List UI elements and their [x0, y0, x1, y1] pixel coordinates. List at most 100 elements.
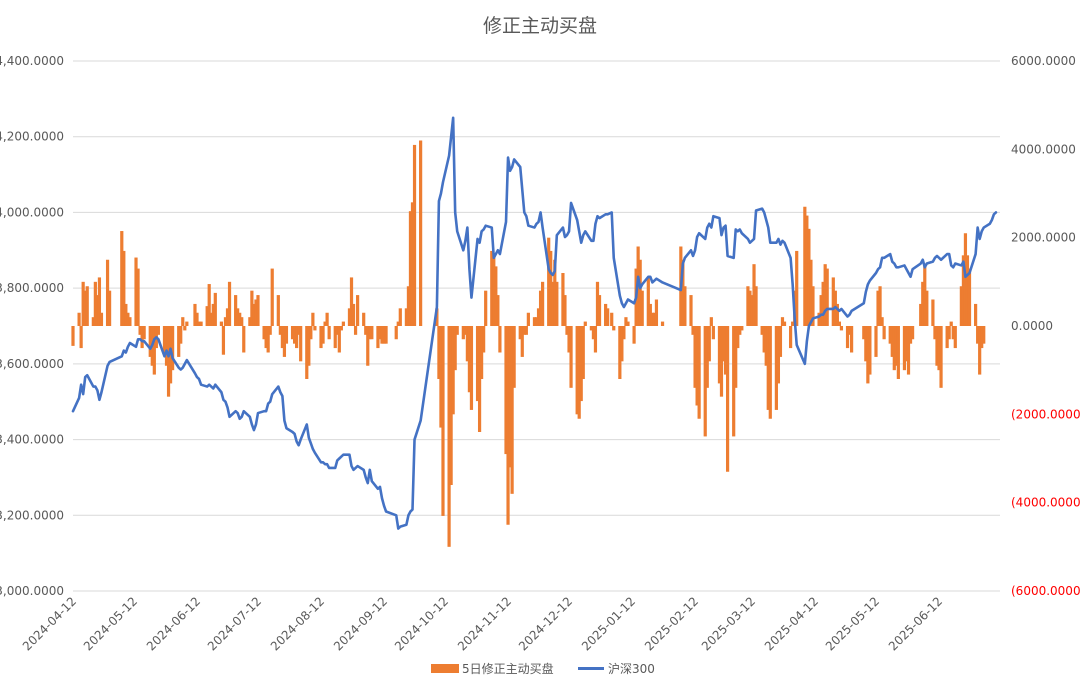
- bar: [520, 326, 524, 357]
- bar: [980, 326, 984, 349]
- bar: [91, 317, 95, 326]
- bar: [449, 326, 453, 485]
- bar: [978, 326, 982, 375]
- bar: [526, 312, 530, 326]
- bar: [362, 312, 366, 326]
- bar: [347, 308, 352, 326]
- bar: [240, 317, 244, 326]
- bar: [595, 281, 600, 326]
- right-axis-tick-label: 4000.0000: [1011, 142, 1076, 156]
- bar: [593, 326, 598, 353]
- bar: [882, 326, 886, 340]
- legend: 5日修正主动买盘 沪深300: [431, 661, 655, 676]
- bar: [382, 326, 386, 344]
- bar: [703, 326, 707, 437]
- bar: [211, 303, 215, 326]
- bar: [524, 326, 528, 335]
- bar: [839, 326, 844, 331]
- bar: [809, 259, 813, 326]
- bar: [120, 231, 124, 326]
- bar: [510, 326, 514, 494]
- bar: [128, 317, 132, 326]
- bar: [937, 326, 941, 371]
- bar: [622, 326, 626, 340]
- left-axis-tick-label: 3,800.0000: [0, 281, 64, 295]
- bar: [368, 326, 372, 340]
- legend-swatch-bar: [431, 664, 459, 673]
- bar: [467, 326, 472, 393]
- bar: [835, 303, 839, 326]
- bar: [567, 326, 571, 353]
- bar: [398, 308, 402, 326]
- right-axis-tick-label: 2000.0000: [1011, 231, 1076, 245]
- bar: [105, 259, 110, 326]
- bar: [789, 326, 793, 349]
- bar: [341, 321, 345, 326]
- bar: [919, 303, 923, 326]
- bar: [134, 257, 138, 326]
- bar: [327, 326, 331, 340]
- bar: [774, 326, 778, 410]
- right-axis-tick-label: (2000.0000): [1011, 407, 1080, 421]
- bar: [364, 326, 368, 335]
- bar: [323, 321, 327, 326]
- bar: [122, 250, 126, 326]
- bar: [451, 326, 455, 415]
- bar: [581, 326, 585, 379]
- bar: [965, 255, 970, 326]
- bar: [97, 277, 102, 326]
- bar: [652, 312, 657, 326]
- bar: [538, 290, 543, 326]
- bar: [782, 321, 787, 326]
- bar-series: [71, 140, 986, 547]
- bar: [640, 290, 644, 326]
- bar: [333, 326, 337, 349]
- bar: [736, 326, 740, 349]
- bar: [124, 303, 128, 326]
- bar: [709, 317, 713, 326]
- bar: [419, 140, 423, 326]
- bar: [406, 286, 411, 326]
- bar: [612, 326, 616, 331]
- line-series: [71, 116, 998, 530]
- bar: [99, 312, 104, 326]
- bar: [904, 326, 909, 362]
- bar: [455, 326, 459, 335]
- left-axis-tick-label: 3,600.0000: [0, 357, 64, 371]
- bar: [140, 326, 144, 349]
- bar: [492, 253, 496, 327]
- bar: [280, 326, 284, 349]
- left-axis-tick-label: 3,200.0000: [0, 508, 64, 522]
- bar: [435, 308, 439, 326]
- bar: [351, 303, 356, 326]
- bar: [553, 259, 557, 326]
- bar: [477, 326, 482, 432]
- bar: [183, 326, 187, 331]
- bar: [565, 326, 569, 335]
- bar: [463, 326, 467, 335]
- bar: [441, 326, 445, 516]
- bar: [469, 326, 474, 410]
- bar: [213, 292, 217, 327]
- bar: [547, 237, 551, 326]
- bar: [953, 326, 957, 349]
- bar: [148, 326, 152, 357]
- bar: [825, 268, 829, 326]
- bar: [707, 326, 711, 362]
- bar: [376, 326, 380, 349]
- bar: [321, 326, 325, 344]
- bar: [366, 326, 370, 366]
- bar: [876, 290, 880, 326]
- bar: [831, 277, 835, 326]
- bar: [339, 326, 343, 331]
- bar: [795, 250, 799, 326]
- bar: [205, 306, 209, 327]
- right-axis-tick-label: (4000.0000): [1011, 496, 1080, 510]
- bar: [325, 312, 329, 326]
- bar: [221, 326, 226, 355]
- bar: [888, 326, 892, 344]
- bar: [518, 326, 522, 340]
- bar: [384, 326, 388, 344]
- bar: [138, 326, 142, 335]
- bar: [807, 228, 811, 326]
